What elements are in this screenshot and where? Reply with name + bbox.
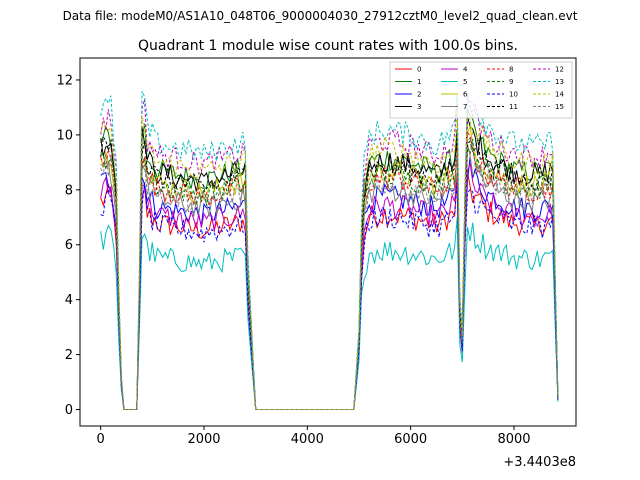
plot-series (100, 90, 559, 410)
x-tick-label: 0 (97, 432, 105, 447)
chart-suptitle: Data file: modeM0/AS1A10_048T06_90000040… (63, 9, 578, 23)
x-tick-label: 6000 (394, 432, 427, 447)
y-tick-label: 4 (65, 293, 73, 308)
x-axis-ticks: 0 2000 4000 6000 8000 (97, 426, 531, 447)
legend-label-2: 2 (417, 91, 421, 99)
legend-label-1: 1 (417, 78, 421, 86)
legend-label-5: 5 (463, 78, 467, 86)
x-tick-label: 8000 (497, 432, 530, 447)
legend-label-8: 8 (509, 66, 513, 74)
legend-label-7: 7 (463, 103, 467, 111)
legend-label-10: 10 (509, 91, 518, 99)
legend-label-3: 3 (417, 103, 421, 111)
y-tick-label: 2 (65, 348, 73, 363)
y-tick-label: 10 (56, 128, 73, 143)
legend-label-11: 11 (509, 103, 518, 111)
series-line-14 (100, 106, 559, 410)
legend-label-0: 0 (417, 66, 421, 74)
y-axis-ticks: 0 2 4 6 8 10 12 (56, 73, 80, 418)
legend-label-4: 4 (463, 66, 468, 74)
y-tick-label: 8 (65, 183, 73, 198)
y-tick-label: 0 (65, 403, 73, 418)
legend-label-9: 9 (509, 78, 513, 86)
y-tick-label: 6 (65, 238, 73, 253)
legend-box (389, 61, 573, 119)
chart-title: Quadrant 1 module wise count rates with … (138, 38, 518, 54)
plot-frame (79, 57, 577, 427)
series-line-15 (100, 135, 559, 410)
x-tick-label: 4000 (291, 432, 324, 447)
legend-label-15: 15 (555, 103, 564, 111)
x-offset-label: +3.4403e8 (503, 455, 576, 470)
legend-label-6: 6 (463, 91, 468, 99)
legend-label-14: 14 (555, 91, 564, 99)
series-line-9 (100, 138, 559, 410)
legend-label-13: 13 (555, 78, 564, 86)
x-tick-label: 2000 (187, 432, 220, 447)
legend-label-12: 12 (555, 66, 564, 74)
y-tick-label: 12 (56, 73, 73, 88)
